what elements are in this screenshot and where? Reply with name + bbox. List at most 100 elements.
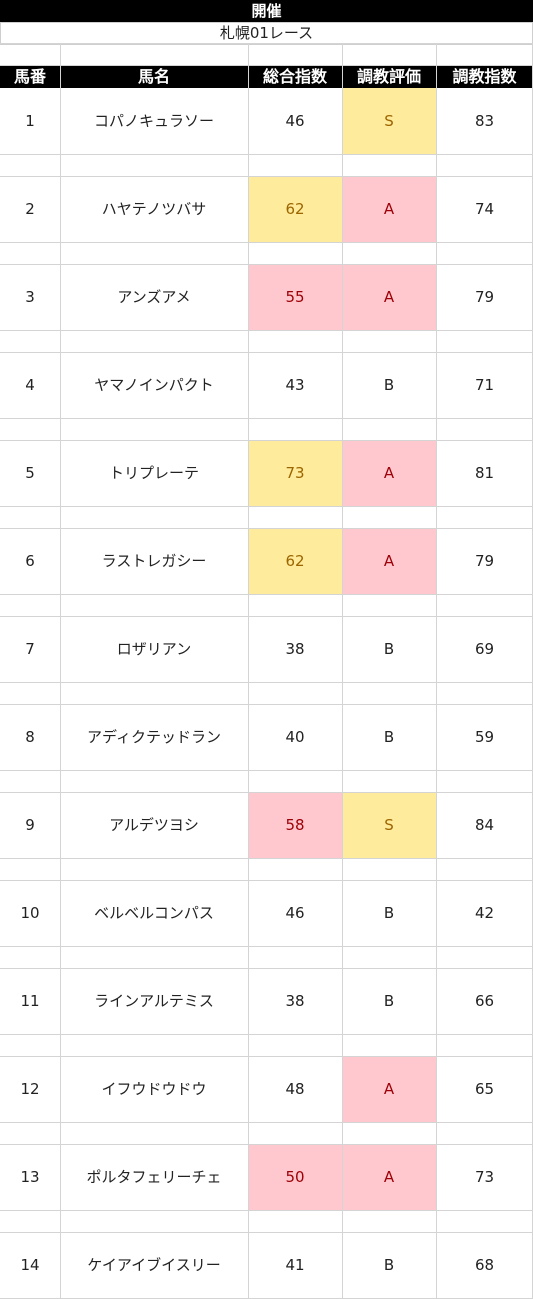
training-index-cell: 65 bbox=[474, 1080, 495, 1098]
horse-name-cell: ラインアルテミス bbox=[94, 992, 214, 1010]
grid-line bbox=[0, 1122, 533, 1123]
training-eval-cell: S bbox=[342, 792, 436, 858]
grid-line bbox=[0, 352, 533, 353]
training-eval-cell: S bbox=[342, 88, 436, 154]
training-index-cell: 69 bbox=[474, 640, 495, 658]
training-index-cell: 42 bbox=[474, 904, 495, 922]
training-eval-cell: A bbox=[342, 264, 436, 330]
grid-line bbox=[0, 616, 533, 617]
table-row: 13 ポルタフェリーチェ 50 A 73 bbox=[0, 1144, 533, 1210]
training-index-cell: 84 bbox=[474, 816, 495, 834]
total-index-cell: 58 bbox=[248, 792, 342, 858]
table-row: 4 ヤマノインパクト 43 B 71 bbox=[0, 352, 533, 418]
total-index-cell: 38 bbox=[285, 640, 305, 658]
grid-line bbox=[0, 506, 533, 507]
training-index-cell: 73 bbox=[474, 1168, 495, 1186]
col-header-number: 馬番 bbox=[13, 67, 46, 86]
grid-line bbox=[0, 242, 533, 243]
grid-line bbox=[0, 43, 533, 44]
training-eval-cell: B bbox=[383, 640, 395, 658]
horse-number-cell: 9 bbox=[25, 816, 35, 834]
grid-line bbox=[0, 1210, 533, 1211]
spacer-row bbox=[0, 44, 533, 65]
training-eval-cell: B bbox=[383, 904, 395, 922]
grid-line bbox=[0, 792, 533, 793]
grid-line bbox=[0, 704, 533, 705]
training-index-cell: 79 bbox=[474, 552, 495, 570]
total-index-cell: 46 bbox=[285, 112, 305, 130]
total-index-cell: 73 bbox=[248, 440, 342, 506]
training-eval-cell: A bbox=[342, 440, 436, 506]
horse-name-cell: ポルタフェリーチェ bbox=[86, 1168, 222, 1186]
training-eval-cell: A bbox=[342, 1144, 436, 1210]
training-eval-cell: A bbox=[342, 176, 436, 242]
grid-line bbox=[0, 770, 533, 771]
table-row: 10 ベルベルコンパス 46 B 42 bbox=[0, 880, 533, 946]
grid-line bbox=[0, 418, 533, 419]
grid-line bbox=[0, 968, 533, 969]
grid-line bbox=[60, 44, 61, 1299]
grid-line bbox=[0, 65, 533, 66]
training-index-cell: 66 bbox=[474, 992, 495, 1010]
total-index-cell: 62 bbox=[248, 528, 342, 594]
horse-number-cell: 4 bbox=[25, 376, 35, 394]
total-index-cell: 62 bbox=[248, 176, 342, 242]
race-title: 札幌01レース bbox=[0, 22, 533, 45]
grid-line bbox=[0, 176, 533, 177]
horse-number-cell: 11 bbox=[20, 992, 40, 1010]
grid-line bbox=[0, 154, 533, 155]
horse-number-cell: 5 bbox=[25, 464, 35, 482]
total-index-cell: 43 bbox=[285, 376, 305, 394]
grid-line bbox=[0, 528, 533, 529]
grid-line bbox=[0, 1034, 533, 1035]
training-eval-cell: B bbox=[383, 728, 395, 746]
total-index-cell: 40 bbox=[285, 728, 305, 746]
grid-line bbox=[436, 44, 437, 1299]
training-eval-cell: B bbox=[383, 1256, 395, 1274]
training-eval-cell: B bbox=[383, 376, 395, 394]
col-header-training-index: 調教指数 bbox=[452, 67, 517, 86]
table-row: 2 ハヤテノツバサ 62 A 74 bbox=[0, 176, 533, 242]
training-index-cell: 79 bbox=[474, 288, 495, 306]
horse-name-cell: アディクテッドラン bbox=[87, 728, 221, 746]
training-eval-cell: A bbox=[342, 528, 436, 594]
grid-line bbox=[0, 264, 533, 265]
table-row: 11 ラインアルテミス 38 B 66 bbox=[0, 968, 533, 1034]
horse-name-cell: イフウドウドウ bbox=[101, 1080, 207, 1098]
horse-number-cell: 8 bbox=[25, 728, 35, 746]
training-index-cell: 68 bbox=[474, 1256, 495, 1274]
horse-number-cell: 13 bbox=[20, 1168, 40, 1186]
horse-name-cell: ラストレガシー bbox=[101, 552, 207, 570]
grid-line bbox=[0, 682, 533, 683]
grid-line bbox=[0, 858, 533, 859]
training-index-cell: 71 bbox=[474, 376, 495, 394]
grid-line bbox=[248, 44, 249, 1299]
horse-name-cell: コパノキュラソー bbox=[93, 112, 214, 130]
table-row: 7 ロザリアン 38 B 69 bbox=[0, 616, 533, 682]
horse-number-cell: 12 bbox=[20, 1080, 40, 1098]
grid-line bbox=[0, 1232, 533, 1233]
training-index-cell: 81 bbox=[474, 464, 495, 482]
table-row: 14 ケイアイブイスリー 41 B 68 bbox=[0, 1232, 533, 1298]
grid-line bbox=[0, 946, 533, 947]
col-header-horse-name: 馬名 bbox=[137, 67, 170, 86]
horse-name-cell: アンズアメ bbox=[117, 288, 191, 306]
table-row: 12 イフウドウドウ 48 A 65 bbox=[0, 1056, 533, 1122]
grid-line bbox=[0, 880, 533, 881]
venue-header: 開催 bbox=[0, 0, 533, 22]
horse-number-cell: 1 bbox=[25, 112, 35, 130]
horse-name-cell: ケイアイブイスリー bbox=[87, 1256, 221, 1274]
total-index-cell: 46 bbox=[285, 904, 305, 922]
horse-number-cell: 6 bbox=[25, 552, 35, 570]
training-index-cell: 59 bbox=[474, 728, 495, 746]
training-index-cell: 83 bbox=[474, 112, 495, 130]
grid-line bbox=[0, 440, 533, 441]
horse-name-cell: ベルベルコンパス bbox=[94, 904, 214, 922]
total-index-cell: 38 bbox=[285, 992, 305, 1010]
horse-name-cell: アルデツヨシ bbox=[109, 816, 199, 834]
grid-line bbox=[0, 1056, 533, 1057]
horse-name-cell: ロザリアン bbox=[116, 640, 192, 658]
table-row: 1 コパノキュラソー 46 S 83 bbox=[0, 88, 533, 154]
table-row: 5 トリプレーテ 73 A 81 bbox=[0, 440, 533, 506]
